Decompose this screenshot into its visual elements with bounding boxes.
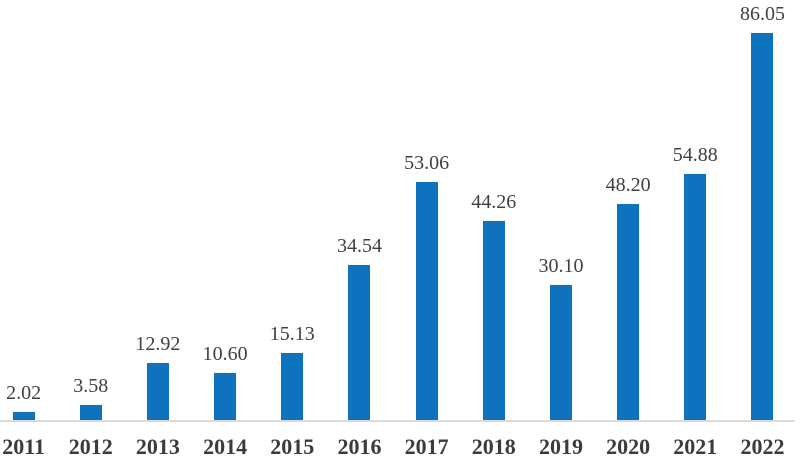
bar-value-label: 48.20 bbox=[605, 174, 651, 196]
bar-column-2018: 44.26 bbox=[460, 191, 527, 421]
bar-2020 bbox=[617, 204, 640, 421]
bar-2013 bbox=[146, 363, 169, 421]
bar-value-label: 2.02 bbox=[6, 382, 42, 404]
bar-value-label: 53.06 bbox=[404, 152, 450, 174]
x-axis-line bbox=[0, 420, 795, 422]
x-tick-label: 2011 bbox=[2, 434, 45, 459]
x-tick-label: 2013 bbox=[135, 434, 180, 459]
bar-2022 bbox=[751, 33, 774, 421]
x-tick-label: 2014 bbox=[203, 434, 248, 459]
bar-2019 bbox=[549, 285, 572, 421]
bar-column-2016: 34.54 bbox=[326, 235, 393, 421]
bar-2016 bbox=[348, 265, 371, 421]
bar-2021 bbox=[684, 174, 707, 421]
bar-column-2021: 54.88 bbox=[662, 144, 729, 421]
bar-2017 bbox=[415, 182, 438, 421]
bar-value-label: 34.54 bbox=[336, 235, 382, 257]
x-tick-label: 2019 bbox=[538, 434, 583, 459]
bar-value-label: 3.58 bbox=[73, 375, 109, 397]
x-tick-label: 2018 bbox=[471, 434, 516, 459]
x-tick-label: 2015 bbox=[270, 434, 315, 459]
bar-column-2012: 3.58 bbox=[57, 375, 124, 421]
bar-2012 bbox=[79, 405, 102, 421]
bar-value-label: 30.10 bbox=[538, 255, 584, 277]
bar-column-2019: 30.10 bbox=[527, 255, 594, 421]
bar-column-2013: 12.92 bbox=[124, 333, 191, 421]
bar-column-2011: 2.02 bbox=[0, 382, 57, 421]
bar-column-2020: 48.20 bbox=[595, 174, 662, 421]
x-tick-label: 2016 bbox=[337, 434, 382, 459]
bar-column-2014: 10.60 bbox=[192, 343, 259, 421]
bar-value-label: 12.92 bbox=[135, 333, 181, 355]
x-tick-label: 2022 bbox=[740, 434, 785, 459]
bar-column-2017: 53.06 bbox=[393, 152, 460, 421]
bar-column-2022: 86.05 bbox=[729, 3, 796, 421]
bar-2015 bbox=[281, 353, 304, 421]
bar-value-label: 86.05 bbox=[739, 3, 785, 25]
bar-value-label: 44.26 bbox=[471, 191, 517, 213]
bar-value-label: 54.88 bbox=[672, 144, 718, 166]
x-tick-label: 2020 bbox=[606, 434, 651, 459]
x-tick-label: 2017 bbox=[404, 434, 449, 459]
bar-2011 bbox=[12, 412, 35, 421]
bars-row: 2.02 3.58 12.92 10.60 15.13 34.54 53.06 bbox=[0, 3, 796, 421]
bar-value-label: 10.60 bbox=[202, 343, 248, 365]
bar-2018 bbox=[482, 221, 505, 421]
bar-value-label: 15.13 bbox=[269, 323, 315, 345]
bar-2014 bbox=[214, 373, 237, 421]
x-tick-label: 2012 bbox=[68, 434, 113, 459]
x-tick-label: 2021 bbox=[673, 434, 718, 459]
bar-column-2015: 15.13 bbox=[259, 323, 326, 421]
x-axis-labels: 2011 2012 2013 2014 2015 2016 2017 2018 … bbox=[0, 422, 796, 466]
